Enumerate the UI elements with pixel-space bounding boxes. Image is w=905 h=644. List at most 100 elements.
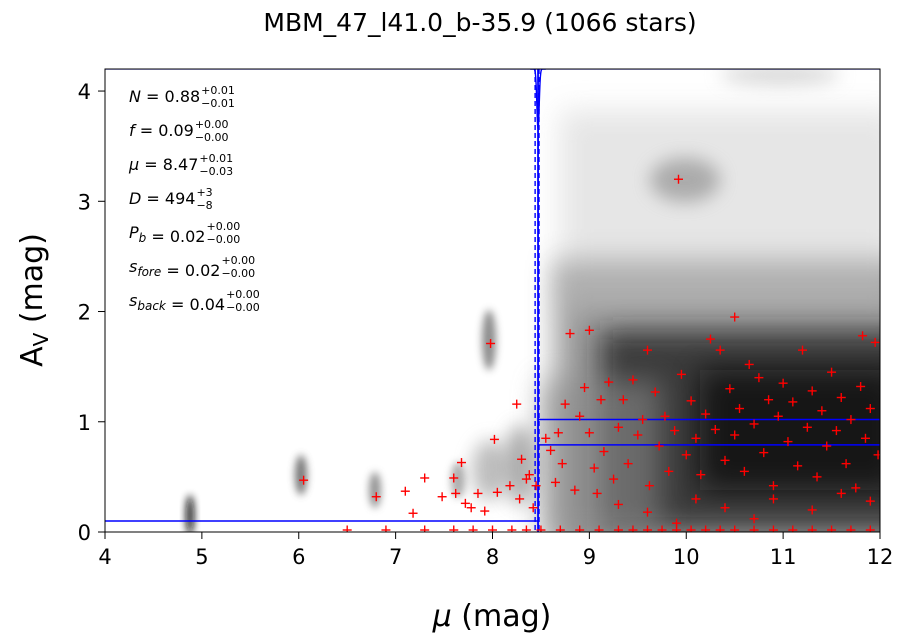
annotation-lower-error: −8 — [196, 199, 212, 212]
censored-data-point — [613, 525, 623, 532]
data-point — [408, 508, 418, 518]
data-point — [778, 378, 788, 388]
censored-data-point — [594, 525, 604, 532]
data-point — [710, 424, 720, 434]
censored-data-point — [807, 525, 817, 532]
parameter-annotation: Pb = 0.02 — [129, 223, 205, 246]
x-tick-label: 8 — [486, 545, 499, 569]
censored-data-point — [575, 525, 585, 532]
y-ticks: 0 1 2 3 4 — [78, 80, 105, 545]
censored-data-point — [507, 525, 517, 532]
data-point — [768, 494, 778, 504]
annotation-lower-error: −0.01 — [201, 97, 235, 110]
data-point — [749, 419, 759, 429]
y-axis-label: AV (mag) — [15, 233, 53, 367]
censored-data-point — [536, 525, 546, 532]
data-point — [420, 473, 430, 483]
data-point — [670, 426, 680, 436]
data-point — [836, 393, 846, 403]
data-point — [739, 466, 749, 476]
data-point — [793, 461, 803, 471]
censored-data-point — [701, 525, 711, 532]
data-point — [466, 503, 476, 513]
censored-data-point — [865, 525, 875, 532]
data-point — [836, 488, 846, 498]
annotation-upper-error: +3 — [196, 186, 212, 199]
data-point — [546, 445, 556, 455]
annotation-upper-error: +0.01 — [201, 84, 235, 97]
data-point — [686, 396, 696, 406]
data-point — [584, 428, 594, 438]
data-point — [676, 369, 686, 379]
data-point — [457, 458, 466, 468]
data-point — [812, 472, 822, 482]
data-point — [764, 395, 774, 405]
annotation-lower-error: −0.00 — [206, 233, 240, 246]
data-point — [856, 381, 866, 391]
censored-data-point — [749, 525, 759, 532]
data-point — [798, 345, 807, 355]
censored-data-point — [521, 525, 531, 532]
x-tick-label: 10 — [673, 545, 700, 569]
censored-data-point — [715, 525, 725, 532]
y-tick-label: 1 — [78, 411, 91, 435]
x-tick-label: 9 — [583, 545, 596, 569]
censored-data-point — [488, 525, 497, 532]
x-tick-label: 6 — [292, 545, 305, 569]
data-point — [827, 367, 837, 377]
censored-data-point — [657, 525, 667, 532]
x-tick-label: 7 — [389, 545, 402, 569]
censored-data-point — [420, 525, 430, 532]
data-point — [633, 430, 643, 440]
data-point — [589, 463, 599, 473]
y-tick-label: 2 — [78, 301, 91, 325]
data-point — [720, 503, 730, 513]
parameter-annotation: D = 494 — [129, 189, 195, 208]
data-point — [773, 411, 783, 421]
y-tick-label: 4 — [78, 80, 91, 104]
data-point — [807, 386, 817, 396]
data-point — [489, 434, 499, 444]
data-point — [618, 395, 628, 405]
annotation-upper-error: +0.00 — [221, 254, 255, 267]
censored-data-point — [768, 525, 778, 532]
annotation-upper-error: +0.00 — [206, 220, 240, 233]
data-point — [817, 406, 827, 416]
data-point — [730, 312, 740, 322]
data-point — [524, 470, 534, 480]
data-point — [437, 492, 447, 502]
censored-data-point — [342, 525, 352, 532]
parameter-annotation: sback = 0.04 — [129, 291, 225, 314]
data-point — [623, 459, 633, 469]
parameter-annotation: f = 0.09 — [129, 121, 194, 140]
x-ticks: 4 5 6 7 8 9 10 11 12 — [98, 532, 893, 569]
data-point — [570, 485, 580, 495]
data-point — [735, 404, 745, 414]
data-point — [460, 498, 470, 508]
data-point — [681, 450, 691, 460]
parameter-annotation: N = 0.88 — [129, 87, 200, 106]
data-point — [725, 384, 735, 394]
data-point — [550, 477, 560, 487]
data-point — [596, 395, 606, 405]
data-point — [584, 325, 594, 335]
data-points — [299, 174, 880, 532]
data-point — [451, 488, 461, 498]
data-point — [371, 492, 381, 502]
data-point — [492, 487, 502, 497]
data-point — [674, 174, 683, 184]
data-point — [638, 415, 648, 425]
x-axis-label: μ (mag) — [432, 599, 552, 634]
annotation-upper-error: +0.01 — [199, 152, 233, 165]
annotation-lower-error: −0.00 — [226, 301, 260, 314]
data-point — [299, 475, 309, 485]
censored-data-point — [468, 525, 478, 532]
data-point — [705, 334, 715, 344]
data-point — [473, 488, 483, 498]
data-point — [715, 345, 725, 355]
censored-data-point — [846, 525, 856, 532]
parameter-annotation: μ = 8.47 — [128, 155, 198, 174]
data-point — [691, 494, 701, 504]
data-point — [557, 459, 567, 469]
data-point — [831, 426, 841, 436]
